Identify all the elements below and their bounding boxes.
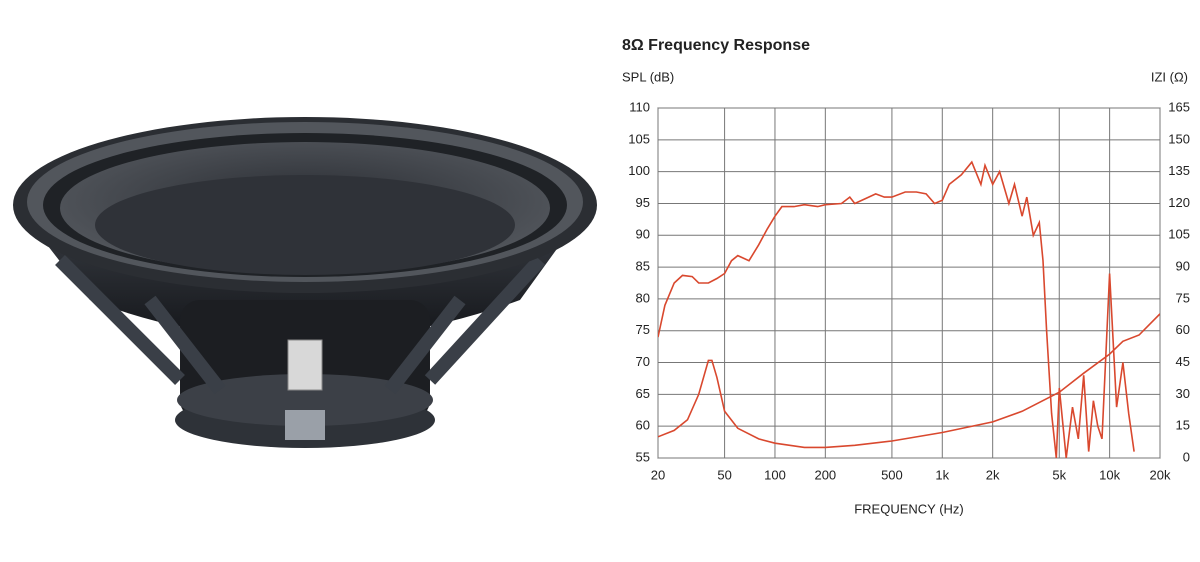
y2-tick-label: 30 bbox=[1176, 386, 1190, 401]
y2-tick-label: 165 bbox=[1168, 99, 1190, 114]
y-tick-label: 105 bbox=[628, 131, 650, 146]
y-tick-label: 85 bbox=[636, 259, 650, 274]
x-tick-label: 2k bbox=[986, 467, 1000, 482]
x-tick-label: 20k bbox=[1150, 467, 1171, 482]
speaker-photo bbox=[13, 117, 597, 448]
y2-tick-label: 75 bbox=[1176, 290, 1190, 305]
y2-tick-label: 45 bbox=[1176, 354, 1190, 369]
y-tick-label: 80 bbox=[636, 290, 650, 305]
y2-tick-label: 90 bbox=[1176, 259, 1190, 274]
x-tick-label: 200 bbox=[814, 467, 836, 482]
x-axis-label: FREQUENCY (Hz) bbox=[854, 501, 964, 516]
chart-title: 8Ω Frequency Response bbox=[622, 37, 810, 54]
y2-tick-label: 135 bbox=[1168, 163, 1190, 178]
plot-frame bbox=[657, 107, 1161, 459]
y2-tick-label: 105 bbox=[1168, 227, 1190, 242]
x-tick-label: 100 bbox=[764, 467, 786, 482]
y-tick-label: 100 bbox=[628, 163, 650, 178]
y-tick-label: 65 bbox=[636, 386, 650, 401]
y2-tick-label: 150 bbox=[1168, 131, 1190, 146]
series-line bbox=[658, 160, 1135, 458]
y-tick-label: 110 bbox=[629, 99, 650, 114]
y-tick-label: 90 bbox=[636, 227, 650, 242]
y-tick-label: 95 bbox=[636, 195, 650, 210]
y-tick-label: 60 bbox=[636, 418, 650, 433]
y2-tick-label: 15 bbox=[1176, 418, 1190, 433]
x-tick-label: 500 bbox=[881, 467, 903, 482]
y-tick-label: 55 bbox=[636, 449, 650, 464]
y2-tick-label: 0 bbox=[1183, 449, 1190, 464]
y2-axis-label: IZI (Ω) bbox=[1151, 69, 1188, 84]
y-tick-label: 70 bbox=[636, 354, 650, 369]
x-tick-label: 1k bbox=[935, 467, 949, 482]
y2-tick-label: 60 bbox=[1176, 322, 1190, 337]
x-tick-label: 5k bbox=[1052, 467, 1066, 482]
x-tick-label: 50 bbox=[717, 467, 731, 482]
x-tick-label: 20 bbox=[651, 467, 665, 482]
x-tick-label: 10k bbox=[1099, 467, 1120, 482]
y-axis-label: SPL (dB) bbox=[622, 69, 674, 84]
y2-tick-label: 120 bbox=[1168, 195, 1190, 210]
y-tick-label: 75 bbox=[636, 322, 650, 337]
series-line bbox=[658, 313, 1160, 449]
